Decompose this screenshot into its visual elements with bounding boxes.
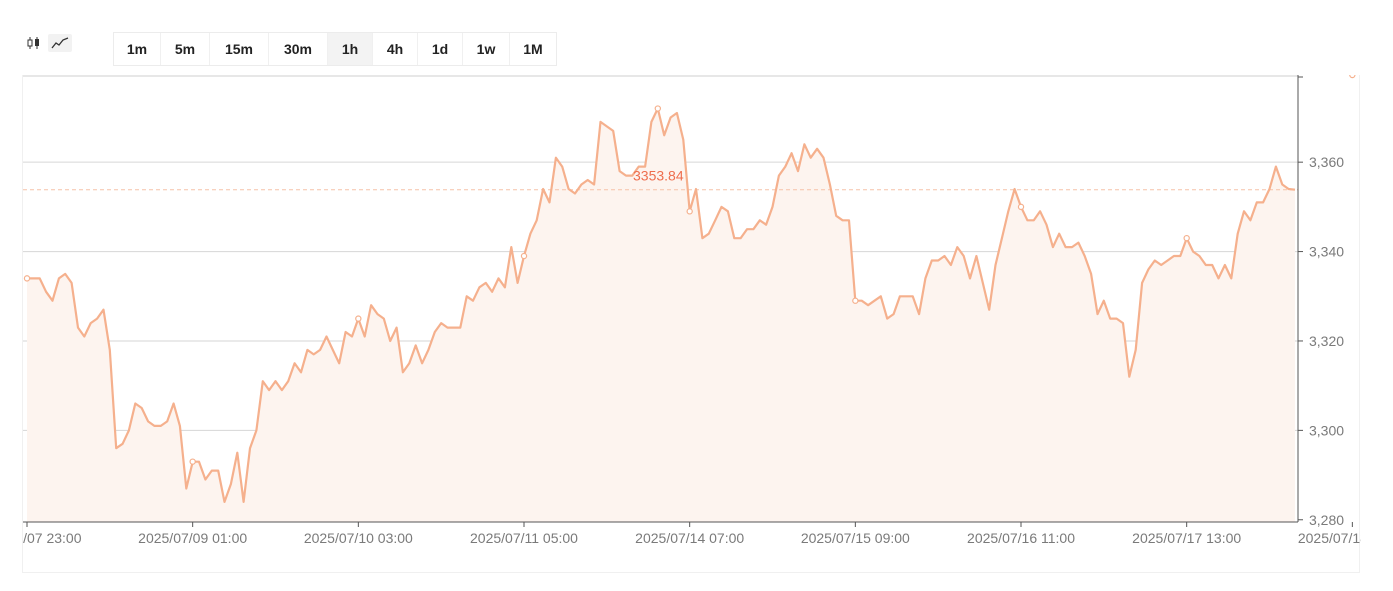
- interval-button-4h[interactable]: 4h: [373, 33, 418, 65]
- x-tick-label: 2025/07/11 05:00: [470, 530, 578, 546]
- interval-button-30m[interactable]: 30m: [269, 33, 328, 65]
- interval-button-5m[interactable]: 5m: [161, 33, 210, 65]
- line-chart-button[interactable]: [48, 34, 72, 52]
- data-point-marker: [1017, 203, 1025, 211]
- interval-button-1h[interactable]: 1h: [328, 33, 373, 65]
- data-point-marker: [189, 458, 196, 465]
- data-point-marker: [1349, 71, 1356, 79]
- x-tick-label: 2025/07/14 07:00: [635, 530, 744, 546]
- y-tick-label: 3,340: [1309, 244, 1344, 260]
- data-point-marker: [1183, 234, 1190, 242]
- price-chart-panel: 3353.84 2025/07/07 23:00 2025/07/09 01:00 2…: [0, 71, 1393, 573]
- data-point-marker: [23, 275, 31, 282]
- x-tick-label: 2025/07/17 13:00: [1132, 530, 1241, 546]
- x-tick-label: 2025/07/07 23:00: [23, 530, 82, 546]
- price-series-line: [27, 107, 1296, 503]
- data-point-marker: [355, 315, 362, 322]
- interval-button-15m[interactable]: 15m: [210, 33, 269, 65]
- y-tick-label: 3,300: [1309, 422, 1344, 438]
- line-chart-icon: [51, 37, 69, 49]
- price-area-fill: [27, 108, 1295, 522]
- candlestick-icon: [27, 37, 39, 49]
- interval-button-1w[interactable]: 1w: [463, 33, 510, 65]
- current-price-label: 3353.84: [633, 168, 684, 184]
- interval-button-1m[interactable]: 1m: [114, 33, 161, 65]
- x-tick-label: 2025/07/18 15:00: [1298, 530, 1361, 546]
- data-point-marker: [686, 208, 693, 215]
- price-area-chart[interactable]: 3353.84 2025/07/07 23:00 2025/07/09 01:00 2…: [0, 71, 1393, 573]
- interval-button-1d[interactable]: 1d: [418, 33, 463, 65]
- interval-selector: 1m 5m 15m 30m 1h 4h 1d 1w 1M: [113, 32, 557, 66]
- data-point-marker: [520, 252, 528, 260]
- max-point-marker: [654, 105, 662, 112]
- x-tick-label: 2025/07/09 01:00: [138, 530, 247, 546]
- chart-toolbar: 1m 5m 15m 30m 1h 4h 1d 1w 1M: [0, 0, 1393, 70]
- data-point-marker: [852, 297, 859, 304]
- x-tick-label: 2025/07/10 03:00: [304, 530, 413, 546]
- y-tick-label: 3,280: [1309, 512, 1344, 528]
- y-tick-label: 3,320: [1309, 333, 1344, 349]
- x-tick-label: 2025/07/15 09:00: [801, 530, 910, 546]
- y-tick-label: 3,360: [1309, 154, 1344, 170]
- candlestick-chart-button[interactable]: [22, 34, 46, 52]
- x-tick-label: 2025/07/16 11:00: [967, 530, 1075, 546]
- interval-button-1M[interactable]: 1M: [510, 33, 556, 65]
